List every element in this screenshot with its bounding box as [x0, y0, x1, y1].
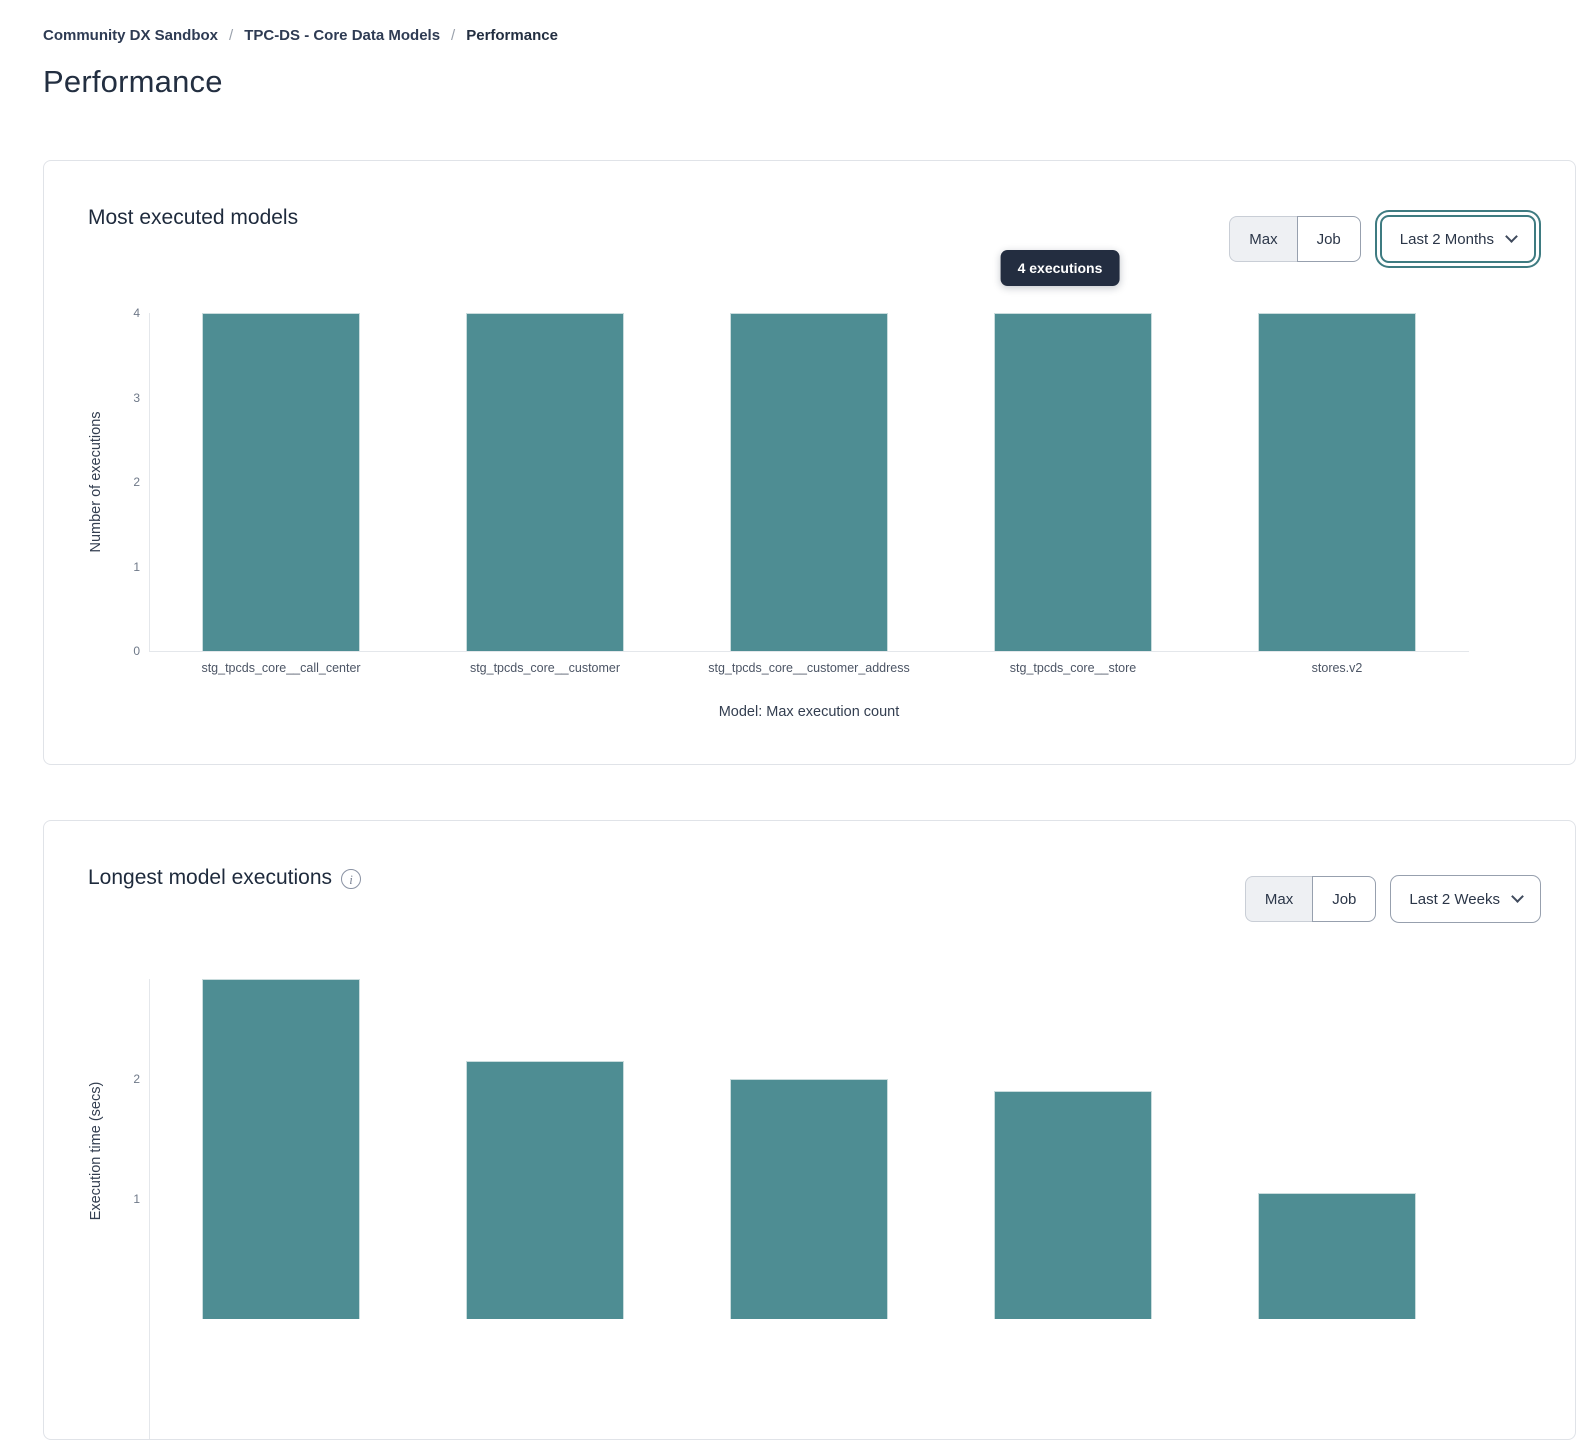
y-axis-title: Number of executions: [88, 411, 104, 553]
max-toggle-button[interactable]: Max: [1244, 876, 1313, 922]
date-range-select[interactable]: Last 2 Weeks: [1390, 875, 1541, 923]
date-range-select[interactable]: Last 2 Months: [1379, 215, 1536, 263]
breadcrumb-separator: /: [229, 27, 234, 44]
max-job-toggle: Max Job: [1244, 876, 1377, 922]
breadcrumb-separator: /: [451, 27, 456, 44]
chart-title-text: Longest model executions: [88, 866, 332, 889]
longest-model-executions-chart: 1 2 Execution time (secs): [44, 821, 1575, 1439]
breadcrumb-item-project[interactable]: Community DX Sandbox: [43, 27, 219, 44]
job-toggle-button[interactable]: Job: [1296, 216, 1361, 262]
bar[interactable]: [202, 979, 360, 1319]
y-tick-label: 2: [133, 1072, 140, 1086]
bar[interactable]: [730, 313, 888, 651]
chart-tooltip: 4 executions: [1000, 250, 1120, 286]
max-job-toggle: Max Job: [1229, 216, 1361, 262]
bar[interactable]: [994, 313, 1152, 651]
chart-title: Longest model executions i: [88, 866, 361, 890]
bar[interactable]: [1258, 1193, 1416, 1319]
y-axis-title: Execution time (secs): [88, 1081, 104, 1221]
x-category-label: stg_tpcds_core__customer: [469, 661, 621, 675]
x-category-label: stg_tpcds_core__store: [1009, 661, 1137, 675]
page-title: Performance: [43, 64, 223, 99]
x-axis-line: [149, 651, 1469, 652]
bar[interactable]: [1258, 313, 1416, 651]
chart-title-text: Most executed models: [88, 206, 299, 229]
y-tick-label: 2: [133, 475, 140, 489]
breadcrumb-item-models[interactable]: TPC-DS - Core Data Models: [244, 27, 441, 44]
x-category-label: stores.v2: [1311, 661, 1363, 675]
chart-controls: Max Job Last 2 Months: [1229, 215, 1541, 263]
bar[interactable]: [994, 1091, 1152, 1319]
job-toggle-button[interactable]: Job: [1312, 876, 1377, 922]
y-tick-label: 1: [133, 1192, 140, 1206]
bar[interactable]: [202, 313, 360, 651]
x-category-label: stg_tpcds_core__call_center: [201, 661, 361, 675]
y-tick-label: 4: [133, 306, 140, 320]
date-range-value: Last 2 Weeks: [1409, 890, 1500, 908]
chart-title: Most executed models: [88, 206, 298, 230]
y-tick-label: 0: [133, 644, 140, 658]
info-icon[interactable]: i: [341, 869, 361, 889]
card-most-executed-models: Most executed models Max Job Last 2 Mont…: [43, 160, 1576, 765]
y-tick-label: 1: [133, 559, 140, 574]
x-category-label: stg_tpcds_core__customer_address: [708, 661, 910, 675]
y-tick-label: 3: [133, 390, 140, 405]
breadcrumb-item-performance: Performance: [466, 27, 558, 44]
max-toggle-button[interactable]: Max: [1229, 216, 1297, 262]
card-longest-model-executions: Longest model executions i Max Job Last …: [43, 820, 1576, 1440]
breadcrumb: Community DX Sandbox / TPC-DS - Core Dat…: [43, 27, 558, 44]
y-axis-line: [149, 313, 150, 651]
bar[interactable]: [730, 1079, 888, 1319]
bar[interactable]: [466, 313, 624, 651]
bar[interactable]: [466, 1061, 624, 1319]
date-range-value: Last 2 Months: [1399, 230, 1494, 248]
most-executed-models-chart: 0 1 2 3 4 stg_tpcds_core__call_center stg_tpcd…: [44, 161, 1575, 764]
x-axis-title: Model: Max execution count: [718, 704, 900, 720]
chart-controls: Max Job Last 2 Weeks: [1244, 875, 1541, 923]
y-axis-line: [149, 979, 150, 1439]
